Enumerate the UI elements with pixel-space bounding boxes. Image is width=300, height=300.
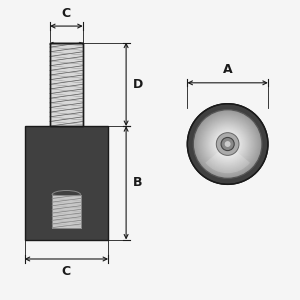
Circle shape <box>226 142 230 146</box>
Polygon shape <box>25 126 108 240</box>
Circle shape <box>194 110 261 178</box>
Circle shape <box>195 111 260 177</box>
Circle shape <box>217 133 239 155</box>
Circle shape <box>219 135 236 153</box>
Circle shape <box>198 114 258 174</box>
Circle shape <box>209 125 247 163</box>
Circle shape <box>212 129 243 160</box>
Circle shape <box>223 140 232 148</box>
Circle shape <box>187 104 268 184</box>
Circle shape <box>215 131 241 157</box>
Circle shape <box>227 143 229 145</box>
Circle shape <box>196 112 260 176</box>
Circle shape <box>225 141 231 147</box>
Circle shape <box>220 136 236 152</box>
Circle shape <box>205 122 250 166</box>
Text: D: D <box>133 78 143 91</box>
Circle shape <box>221 137 235 151</box>
Circle shape <box>216 133 239 155</box>
Circle shape <box>205 121 251 167</box>
Circle shape <box>211 128 244 160</box>
Circle shape <box>223 139 233 149</box>
Circle shape <box>204 120 252 168</box>
Circle shape <box>210 126 246 162</box>
Circle shape <box>207 123 248 165</box>
Circle shape <box>203 119 253 169</box>
Polygon shape <box>52 195 81 228</box>
Text: C: C <box>62 266 71 278</box>
Wedge shape <box>205 152 250 173</box>
Circle shape <box>201 117 254 171</box>
Text: C: C <box>62 7 71 20</box>
Circle shape <box>193 110 262 178</box>
Circle shape <box>217 134 238 154</box>
Circle shape <box>200 117 255 172</box>
Text: B: B <box>133 176 143 189</box>
Circle shape <box>216 132 240 156</box>
Text: A: A <box>223 63 232 76</box>
Circle shape <box>218 135 237 154</box>
Circle shape <box>208 124 247 164</box>
Circle shape <box>211 127 245 161</box>
Circle shape <box>213 129 242 159</box>
Circle shape <box>222 138 234 150</box>
Circle shape <box>214 130 242 158</box>
Circle shape <box>197 113 259 175</box>
Circle shape <box>224 141 231 148</box>
Polygon shape <box>50 43 83 126</box>
Circle shape <box>202 118 254 170</box>
Circle shape <box>198 115 257 173</box>
Circle shape <box>221 137 234 151</box>
Circle shape <box>225 142 230 147</box>
Circle shape <box>199 116 256 172</box>
Circle shape <box>206 123 249 166</box>
